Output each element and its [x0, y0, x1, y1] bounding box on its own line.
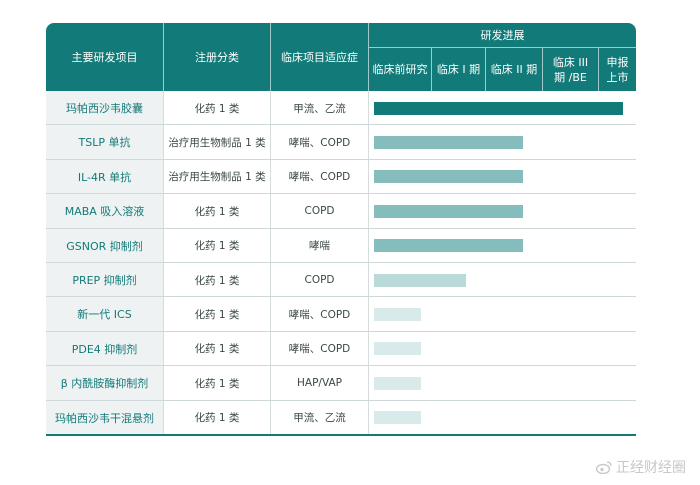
table-row: 玛帕西沙韦胶囊 化药 1 类 甲流、乙流 [46, 91, 636, 126]
progress-bar [374, 273, 467, 287]
progress-bar [374, 239, 524, 253]
progress-bar [374, 204, 524, 218]
registration-category: 化药 1 类 [194, 274, 240, 287]
registration-category: 化药 1 类 [194, 102, 240, 115]
progress-bar [374, 101, 623, 115]
registration-category: 化药 1 类 [194, 377, 240, 390]
header-stage-phase1: 临床 I 期 [436, 63, 481, 76]
row-divider [46, 124, 636, 126]
registration-category: 化药 1 类 [194, 205, 240, 218]
table-row: GSNOR 抑制剂 化药 1 类 哮喘 [46, 228, 636, 263]
table-row: 玛帕西沙韦干混悬剂 化药 1 类 甲流、乙流 [46, 400, 636, 435]
registration-category: 化药 1 类 [194, 412, 240, 425]
indication: 甲流、乙流 [293, 412, 346, 425]
column-divider [270, 91, 271, 435]
progress-bar [374, 342, 422, 356]
project-name: IL-4R 单抗 [46, 159, 163, 194]
project-name: PDE4 抑制剂 [46, 331, 163, 366]
header-stage-preclinical: 临床前研究 [372, 63, 428, 76]
project-name: 玛帕西沙韦干混悬剂 [46, 400, 163, 435]
registration-category: 化药 1 类 [194, 308, 240, 321]
column-divider [163, 91, 164, 435]
row-divider [46, 296, 636, 298]
table-row: IL-4R 单抗 治疗用生物制品 1 类 哮喘、COPD [46, 159, 636, 195]
watermark-text: 正经财经圈 [616, 460, 686, 476]
indication: COPD [304, 205, 335, 218]
project-name: MABA 吸入溶液 [46, 194, 163, 229]
indication: 哮喘、COPD [288, 308, 351, 321]
indication: 哮喘、COPD [288, 136, 351, 149]
indication: 哮喘、COPD [288, 343, 351, 356]
header-category: 注册分类 [195, 50, 239, 64]
header-stage-filing: 申报 上市 [606, 55, 629, 84]
pipeline-table: 主要研发项目 注册分类 临床项目适应症 研发进展 临床前研究 临床 I 期 临床… [46, 23, 636, 436]
table-bottom-border [46, 434, 636, 436]
row-divider [46, 227, 636, 229]
table-row: MABA 吸入溶液 化药 1 类 COPD [46, 194, 636, 229]
project-name: β 内酰胺酶抑制剂 [46, 366, 163, 401]
indication: 哮喘、COPD [288, 171, 351, 184]
registration-category: 治疗用生物制品 1 类 [168, 171, 266, 184]
indication: HAP/VAP [297, 377, 342, 390]
table-row: TSLP 单抗 治疗用生物制品 1 类 哮喘、COPD [46, 125, 636, 160]
project-name: 新一代 ICS [46, 297, 163, 332]
weibo-logo-icon [596, 461, 612, 474]
row-divider [46, 261, 636, 263]
indication: 甲流、乙流 [293, 102, 346, 115]
header-project: 主要研发项目 [71, 50, 138, 64]
registration-category: 化药 1 类 [194, 343, 240, 356]
progress-bar [374, 308, 422, 322]
progress-bar [374, 376, 422, 390]
progress-bar [374, 136, 524, 150]
header-stage-phase3: 临床 III 期 /BE [552, 55, 589, 84]
table-row: PREP 抑制剂 化药 1 类 COPD [46, 263, 636, 298]
header-indication: 临床项目适应症 [281, 50, 358, 64]
table-body: 玛帕西沙韦胶囊 化药 1 类甲流、乙流 TSLP 单抗 治疗用生物制品 1 类哮喘、C… [46, 91, 636, 435]
row-divider [46, 158, 636, 160]
indication: COPD [304, 274, 335, 286]
project-name: 玛帕西沙韦胶囊 [46, 91, 163, 125]
table-header: 主要研发项目 注册分类 临床项目适应症 研发进展 临床前研究 临床 I 期 临床… [46, 23, 636, 91]
column-divider [368, 91, 369, 435]
registration-category: 治疗用生物制品 1 类 [168, 136, 266, 149]
table-row: 新一代 ICS 化药 1 类 哮喘、COPD [46, 297, 636, 332]
header-progress: 研发进展 [480, 28, 525, 42]
project-name: PREP 抑制剂 [46, 263, 163, 297]
table-row: PDE4 抑制剂 化药 1 类 哮喘、COPD [46, 331, 636, 367]
progress-bar [374, 411, 422, 425]
header-stage-phase2: 临床 II 期 [490, 63, 538, 76]
row-divider [46, 365, 636, 367]
indication: 哮喘 [309, 240, 330, 253]
progress-bar [374, 170, 524, 184]
table-row: β 内酰胺酶抑制剂 化药 1 类 HAP/VAP [46, 366, 636, 401]
row-divider [46, 330, 636, 332]
project-name: GSNOR 抑制剂 [46, 228, 163, 263]
row-divider [46, 193, 636, 195]
watermark: 正经财经圈 [596, 457, 686, 477]
registration-category: 化药 1 类 [194, 240, 240, 253]
project-name: TSLP 单抗 [46, 125, 163, 160]
row-divider [46, 399, 636, 401]
